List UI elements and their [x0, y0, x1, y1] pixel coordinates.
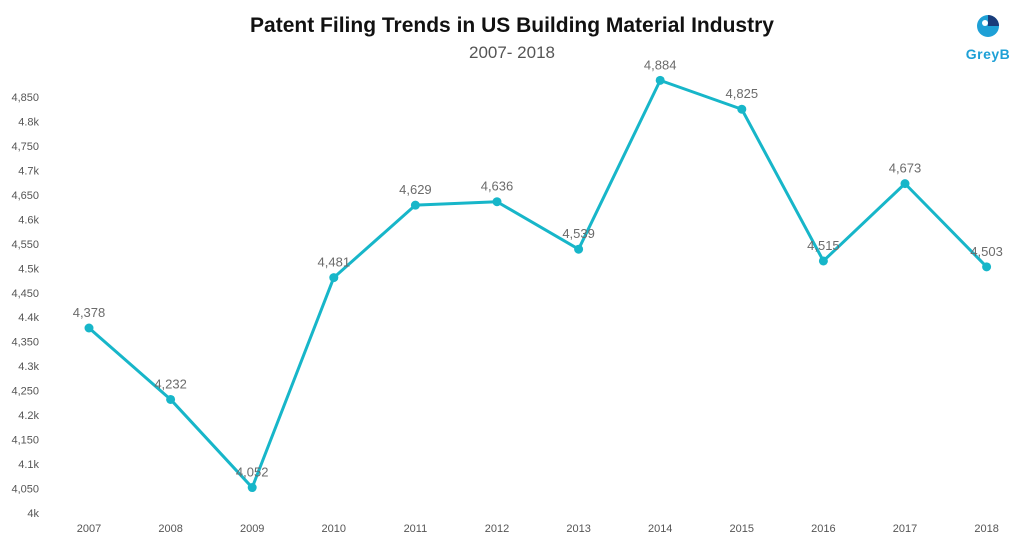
data-point	[818, 256, 828, 266]
data-label: 4,232	[154, 376, 187, 391]
x-tick-label: 2009	[240, 523, 264, 535]
data-label: 4,884	[644, 57, 677, 72]
x-tick-label: 2012	[485, 523, 509, 535]
y-tick-label: 4,650	[11, 190, 39, 202]
data-label: 4,481	[318, 255, 351, 270]
data-point	[329, 273, 339, 283]
y-tick-label: 4,450	[11, 288, 39, 300]
y-tick-label: 4.1k	[18, 459, 39, 471]
data-label: 4,378	[73, 305, 106, 320]
data-point	[574, 244, 584, 254]
y-tick-label: 4.4k	[18, 312, 39, 324]
y-tick-label: 4,250	[11, 386, 39, 398]
x-tick-label: 2011	[404, 523, 428, 535]
data-point	[900, 179, 910, 189]
data-point	[84, 323, 94, 333]
x-tick-label: 2008	[158, 523, 182, 535]
x-tick-label: 2017	[893, 523, 917, 535]
data-label: 4,052	[236, 465, 269, 480]
greyb-logo-icon	[977, 15, 999, 37]
data-label: 4,636	[481, 179, 514, 194]
data-point	[247, 483, 257, 493]
y-tick-label: 4,850	[11, 92, 39, 104]
x-tick-label: 2013	[566, 523, 590, 535]
x-tick-label: 2007	[77, 523, 101, 535]
data-point	[410, 200, 420, 210]
data-point	[982, 262, 992, 272]
data-point	[655, 75, 665, 85]
data-label: 4,515	[807, 238, 840, 253]
brand-name: GreyB	[965, 46, 1011, 62]
y-tick-label: 4,350	[11, 337, 39, 349]
series-line	[88, 78, 988, 490]
data-label: 4,629	[399, 182, 432, 197]
data-label: 4,503	[970, 244, 1003, 259]
x-tick-label: 2016	[811, 523, 835, 535]
y-tick-label: 4.2k	[18, 410, 39, 422]
chart-title: Patent Filing Trends in US Building Mate…	[250, 14, 774, 37]
y-tick-label: 4,550	[11, 239, 39, 251]
y-tick-label: 4.7k	[18, 165, 39, 177]
x-tick-label: 2015	[730, 523, 754, 535]
data-label: 4,825	[726, 86, 759, 101]
y-tick-label: 4.3k	[18, 361, 39, 373]
data-label: 4,539	[562, 226, 595, 241]
y-tick-label: 4.6k	[18, 214, 39, 226]
data-point	[737, 104, 747, 114]
y-tick-label: 4k	[27, 508, 39, 520]
chart-subtitle: 2007- 2018	[468, 43, 556, 62]
greyb-logo: GreyB	[958, 12, 1018, 68]
data-label: 4,673	[889, 161, 922, 176]
y-tick-label: 4,150	[11, 435, 39, 447]
data-point	[166, 394, 176, 404]
y-tick-label: 4.8k	[18, 116, 39, 128]
data-point	[492, 197, 502, 207]
y-tick-label: 4,050	[11, 484, 39, 496]
x-tick-label: 2014	[648, 523, 672, 535]
y-tick-label: 4,750	[11, 141, 39, 153]
x-tick-label: 2018	[974, 523, 998, 535]
x-tick-label: 2010	[322, 523, 346, 535]
y-tick-label: 4.5k	[18, 263, 39, 275]
